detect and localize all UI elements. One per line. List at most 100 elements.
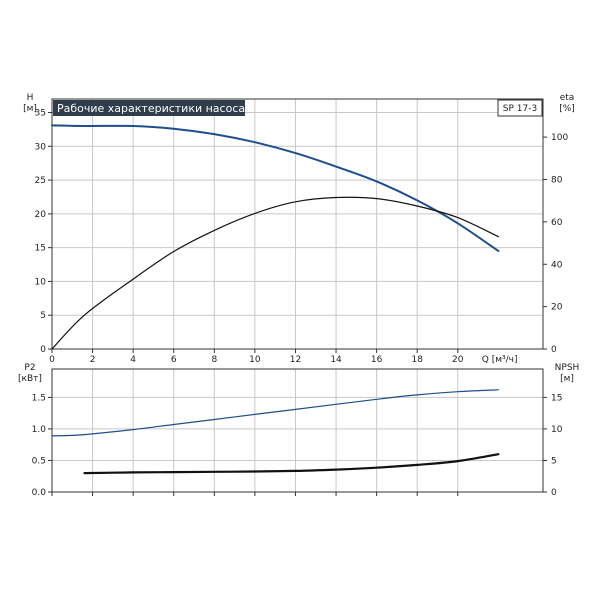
- y-right-tick-label: 60: [551, 218, 563, 228]
- point-h: [417, 200, 418, 201]
- x-tick-label: 8: [211, 355, 217, 365]
- point-p2: [214, 419, 215, 420]
- point-h: [84, 125, 85, 126]
- head-efficiency-panel: 0 2 4 6 8 10 12 14 16 18 20 0 5 10 15 20 25 30 35 0 20 40 60 80…: [23, 93, 575, 365]
- y-right-tick-label: 0: [551, 345, 557, 355]
- point-eta: [214, 230, 215, 231]
- x-tick-label: 18: [411, 355, 423, 365]
- point-npsh: [417, 464, 418, 465]
- point-p2: [295, 409, 296, 410]
- y-left-tick-label: 0.0: [32, 488, 47, 498]
- chart-title-box: [53, 100, 245, 116]
- y-left-tick-label: 1.0: [32, 425, 47, 435]
- point-h: [376, 181, 377, 182]
- y-left-axis-unit: [кВт]: [18, 374, 42, 384]
- y-left-tick-label: 15: [35, 244, 46, 254]
- model-label: SP 17-3: [503, 104, 537, 114]
- point-eta: [335, 197, 336, 198]
- point-eta: [376, 198, 377, 199]
- point-eta: [457, 217, 458, 218]
- point-h: [457, 223, 458, 224]
- point-p2: [376, 399, 377, 400]
- y-left-tick-label: 25: [35, 176, 46, 186]
- point-p2: [133, 429, 134, 430]
- point-npsh: [133, 472, 134, 473]
- point-eta: [84, 315, 85, 316]
- point-eta: [254, 213, 255, 214]
- y-right-axis-unit: [%]: [559, 104, 575, 114]
- chart-title: Рабочие характеристики насоса: [57, 102, 245, 115]
- curve-npsh: [83, 453, 500, 475]
- y-right-tick-label: 20: [551, 303, 563, 313]
- y-left-tick-label: 30: [35, 142, 47, 152]
- power-npsh-panel: 0.0 0.5 1.0 1.5 0 5 10 15 P2[кВт] NPSH[м]: [18, 363, 579, 498]
- point-p2: [254, 414, 255, 415]
- x-tick-label: 6: [171, 355, 177, 365]
- y-left-tick-label: 0.5: [32, 456, 46, 466]
- point-npsh: [254, 471, 255, 472]
- x-tick-label: 20: [452, 355, 464, 365]
- x-tick-label: 10: [249, 355, 261, 365]
- curve-eta: [51, 196, 499, 350]
- y-right-tick-label: 10: [551, 425, 563, 435]
- point-npsh: [214, 471, 215, 472]
- point-h: [295, 153, 296, 154]
- y-left-tick-label: 5: [40, 311, 46, 321]
- y-left-tick-label: 35: [35, 109, 46, 119]
- point-npsh: [173, 472, 174, 473]
- point-eta: [498, 236, 499, 237]
- point-p2: [457, 391, 458, 392]
- point-p2: [498, 389, 499, 390]
- point-h: [51, 125, 52, 126]
- y-right-axis-name: eta: [560, 93, 575, 103]
- y-right-tick-label: 80: [551, 176, 563, 186]
- y-left-tick-label: 1.5: [32, 393, 46, 403]
- point-p2: [417, 394, 418, 395]
- x-tick-label: 4: [130, 355, 136, 365]
- x-axis-label: Q [м³/ч]: [482, 355, 518, 365]
- point-npsh: [84, 473, 85, 474]
- y-right-tick-label: 15: [551, 393, 562, 403]
- plot-frame: [51, 368, 544, 493]
- y-left-axis-name: P2: [24, 363, 35, 373]
- point-eta: [173, 251, 174, 252]
- y-right-tick-label: 40: [551, 260, 563, 270]
- point-eta: [417, 205, 418, 206]
- point-npsh: [295, 470, 296, 471]
- curve-h: [51, 124, 500, 252]
- point-npsh: [376, 467, 377, 468]
- x-tick-label: 12: [290, 355, 301, 365]
- point-eta: [295, 201, 296, 202]
- point-h: [498, 250, 499, 251]
- point-h: [214, 134, 215, 135]
- y-left-tick-label: 0: [40, 345, 46, 355]
- point-p2: [51, 435, 52, 436]
- point-h: [335, 166, 336, 167]
- point-eta: [133, 279, 134, 280]
- point-h: [133, 125, 134, 126]
- point-eta: [51, 348, 52, 349]
- point-npsh: [457, 461, 458, 462]
- point-h: [173, 128, 174, 129]
- x-tick-label: 2: [90, 355, 96, 365]
- point-npsh: [335, 469, 336, 470]
- point-h: [254, 142, 255, 143]
- y-left-axis-unit: [м]: [23, 104, 37, 114]
- x-tick-label: 16: [371, 355, 383, 365]
- x-tick-label: 14: [330, 355, 342, 365]
- y-left-tick-label: 20: [35, 210, 47, 220]
- y-right-tick-label: 0: [551, 488, 557, 498]
- curve-p2: [51, 389, 499, 437]
- point-p2: [173, 424, 174, 425]
- y-right-tick-label: 100: [551, 133, 568, 143]
- model-label-box: [497, 99, 543, 117]
- y-right-axis-unit: [м]: [560, 374, 574, 384]
- x-tick-label: 0: [49, 355, 55, 365]
- y-right-tick-label: 5: [551, 456, 557, 466]
- point-p2: [335, 404, 336, 405]
- plot-frame: [51, 98, 544, 350]
- y-left-axis-name: H: [27, 93, 34, 103]
- y-left-tick-label: 10: [35, 277, 47, 287]
- point-p2: [84, 434, 85, 435]
